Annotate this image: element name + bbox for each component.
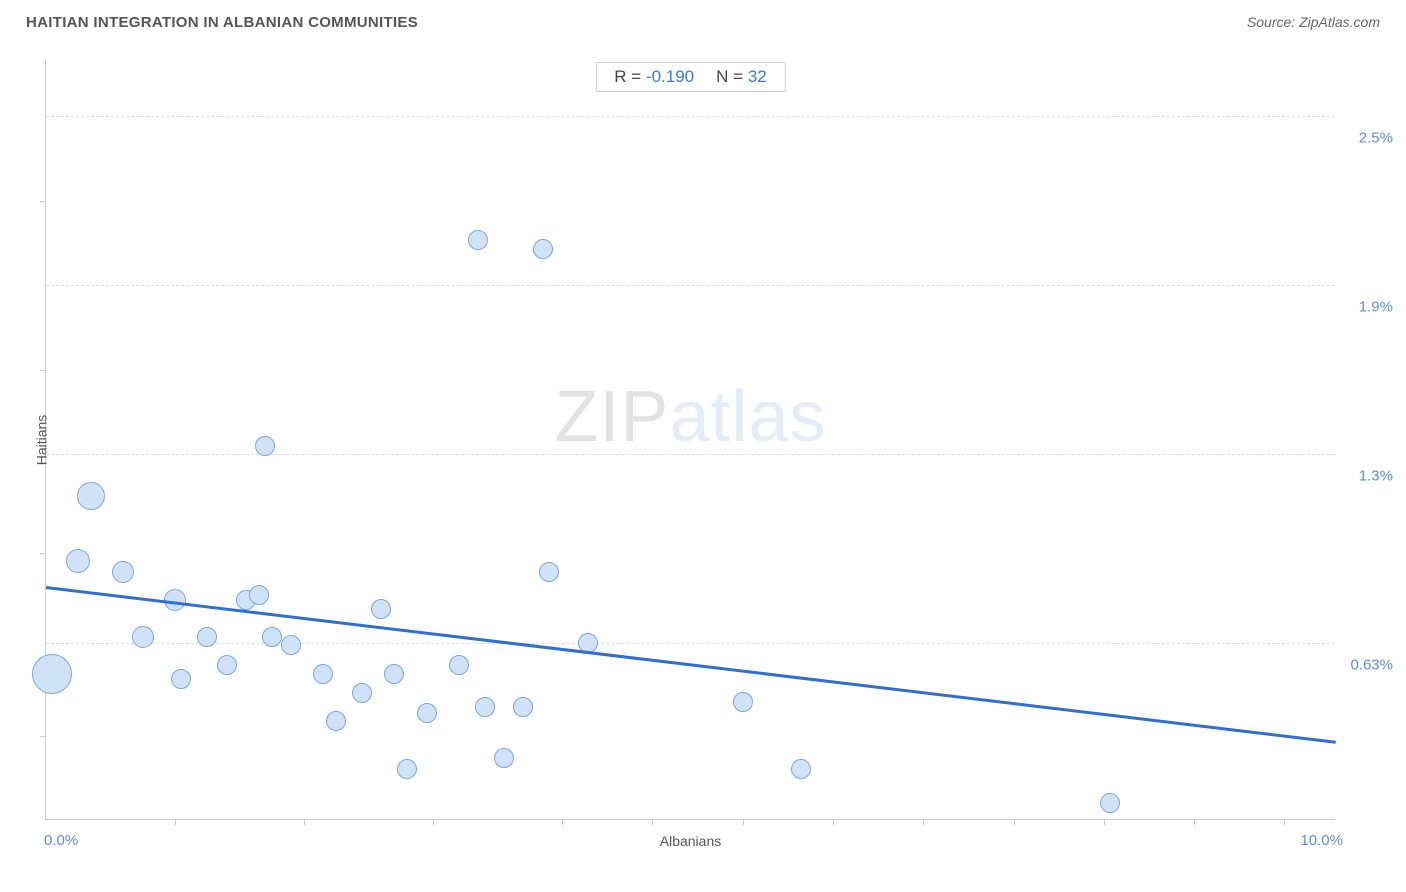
x-tick (1104, 819, 1105, 825)
x-tick (923, 819, 924, 825)
data-point (313, 664, 333, 684)
gridline-h (46, 643, 1335, 644)
data-point (281, 635, 301, 655)
data-point (733, 692, 753, 712)
r-value: -0.190 (646, 67, 694, 86)
data-point (513, 697, 533, 717)
data-point (197, 627, 217, 647)
data-point (352, 683, 372, 703)
data-point (384, 664, 404, 684)
data-point (475, 697, 495, 717)
gridline-h (46, 116, 1335, 117)
r-label: R = (614, 67, 641, 86)
data-point (66, 549, 90, 573)
x-tick (652, 819, 653, 825)
chart-title: HAITIAN INTEGRATION IN ALBANIAN COMMUNIT… (26, 14, 418, 31)
x-min-label: 0.0% (44, 832, 78, 849)
x-tick (1194, 819, 1195, 825)
x-tick (304, 819, 305, 825)
scatter-chart: ZIPatlas Haitians Albanians R = -0.190 N… (45, 60, 1335, 820)
n-label: N = (716, 67, 743, 86)
data-point (132, 626, 154, 648)
y-tick (40, 553, 46, 554)
watermark-atlas: atlas (669, 377, 826, 457)
data-point (494, 748, 514, 768)
x-tick (1014, 819, 1015, 825)
data-point (32, 654, 72, 694)
data-point (468, 230, 488, 250)
data-point (262, 627, 282, 647)
y-tick (40, 736, 46, 737)
y-tick-label: 1.9% (1359, 299, 1393, 316)
x-tick (743, 819, 744, 825)
x-tick (175, 819, 176, 825)
data-point (112, 561, 134, 583)
gridline-h (46, 454, 1335, 455)
data-point (171, 669, 191, 689)
y-tick (40, 201, 46, 202)
data-point (539, 562, 559, 582)
stats-box: R = -0.190 N = 32 (595, 62, 785, 92)
data-point (1100, 793, 1120, 813)
data-point (449, 655, 469, 675)
data-point (397, 759, 417, 779)
source-label: Source: ZipAtlas.com (1247, 14, 1380, 30)
data-point (217, 655, 237, 675)
data-point (249, 585, 269, 605)
y-axis-label: Haitians (33, 414, 49, 465)
y-tick-label: 1.3% (1359, 468, 1393, 485)
watermark-zip: ZIP (554, 377, 669, 457)
y-tick (40, 370, 46, 371)
x-max-label: 10.0% (1300, 832, 1343, 849)
x-tick (1284, 819, 1285, 825)
trend-line (46, 586, 1336, 743)
n-value: 32 (748, 67, 767, 86)
y-tick-label: 2.5% (1359, 130, 1393, 147)
data-point (77, 482, 105, 510)
data-point (791, 759, 811, 779)
y-tick-label: 0.63% (1350, 656, 1393, 673)
data-point (326, 711, 346, 731)
data-point (533, 239, 553, 259)
data-point (371, 599, 391, 619)
data-point (255, 436, 275, 456)
x-tick (562, 819, 563, 825)
gridline-h (46, 285, 1335, 286)
data-point (417, 703, 437, 723)
x-tick (433, 819, 434, 825)
x-tick (833, 819, 834, 825)
watermark: ZIPatlas (554, 376, 826, 458)
x-axis-label: Albanians (660, 833, 722, 849)
